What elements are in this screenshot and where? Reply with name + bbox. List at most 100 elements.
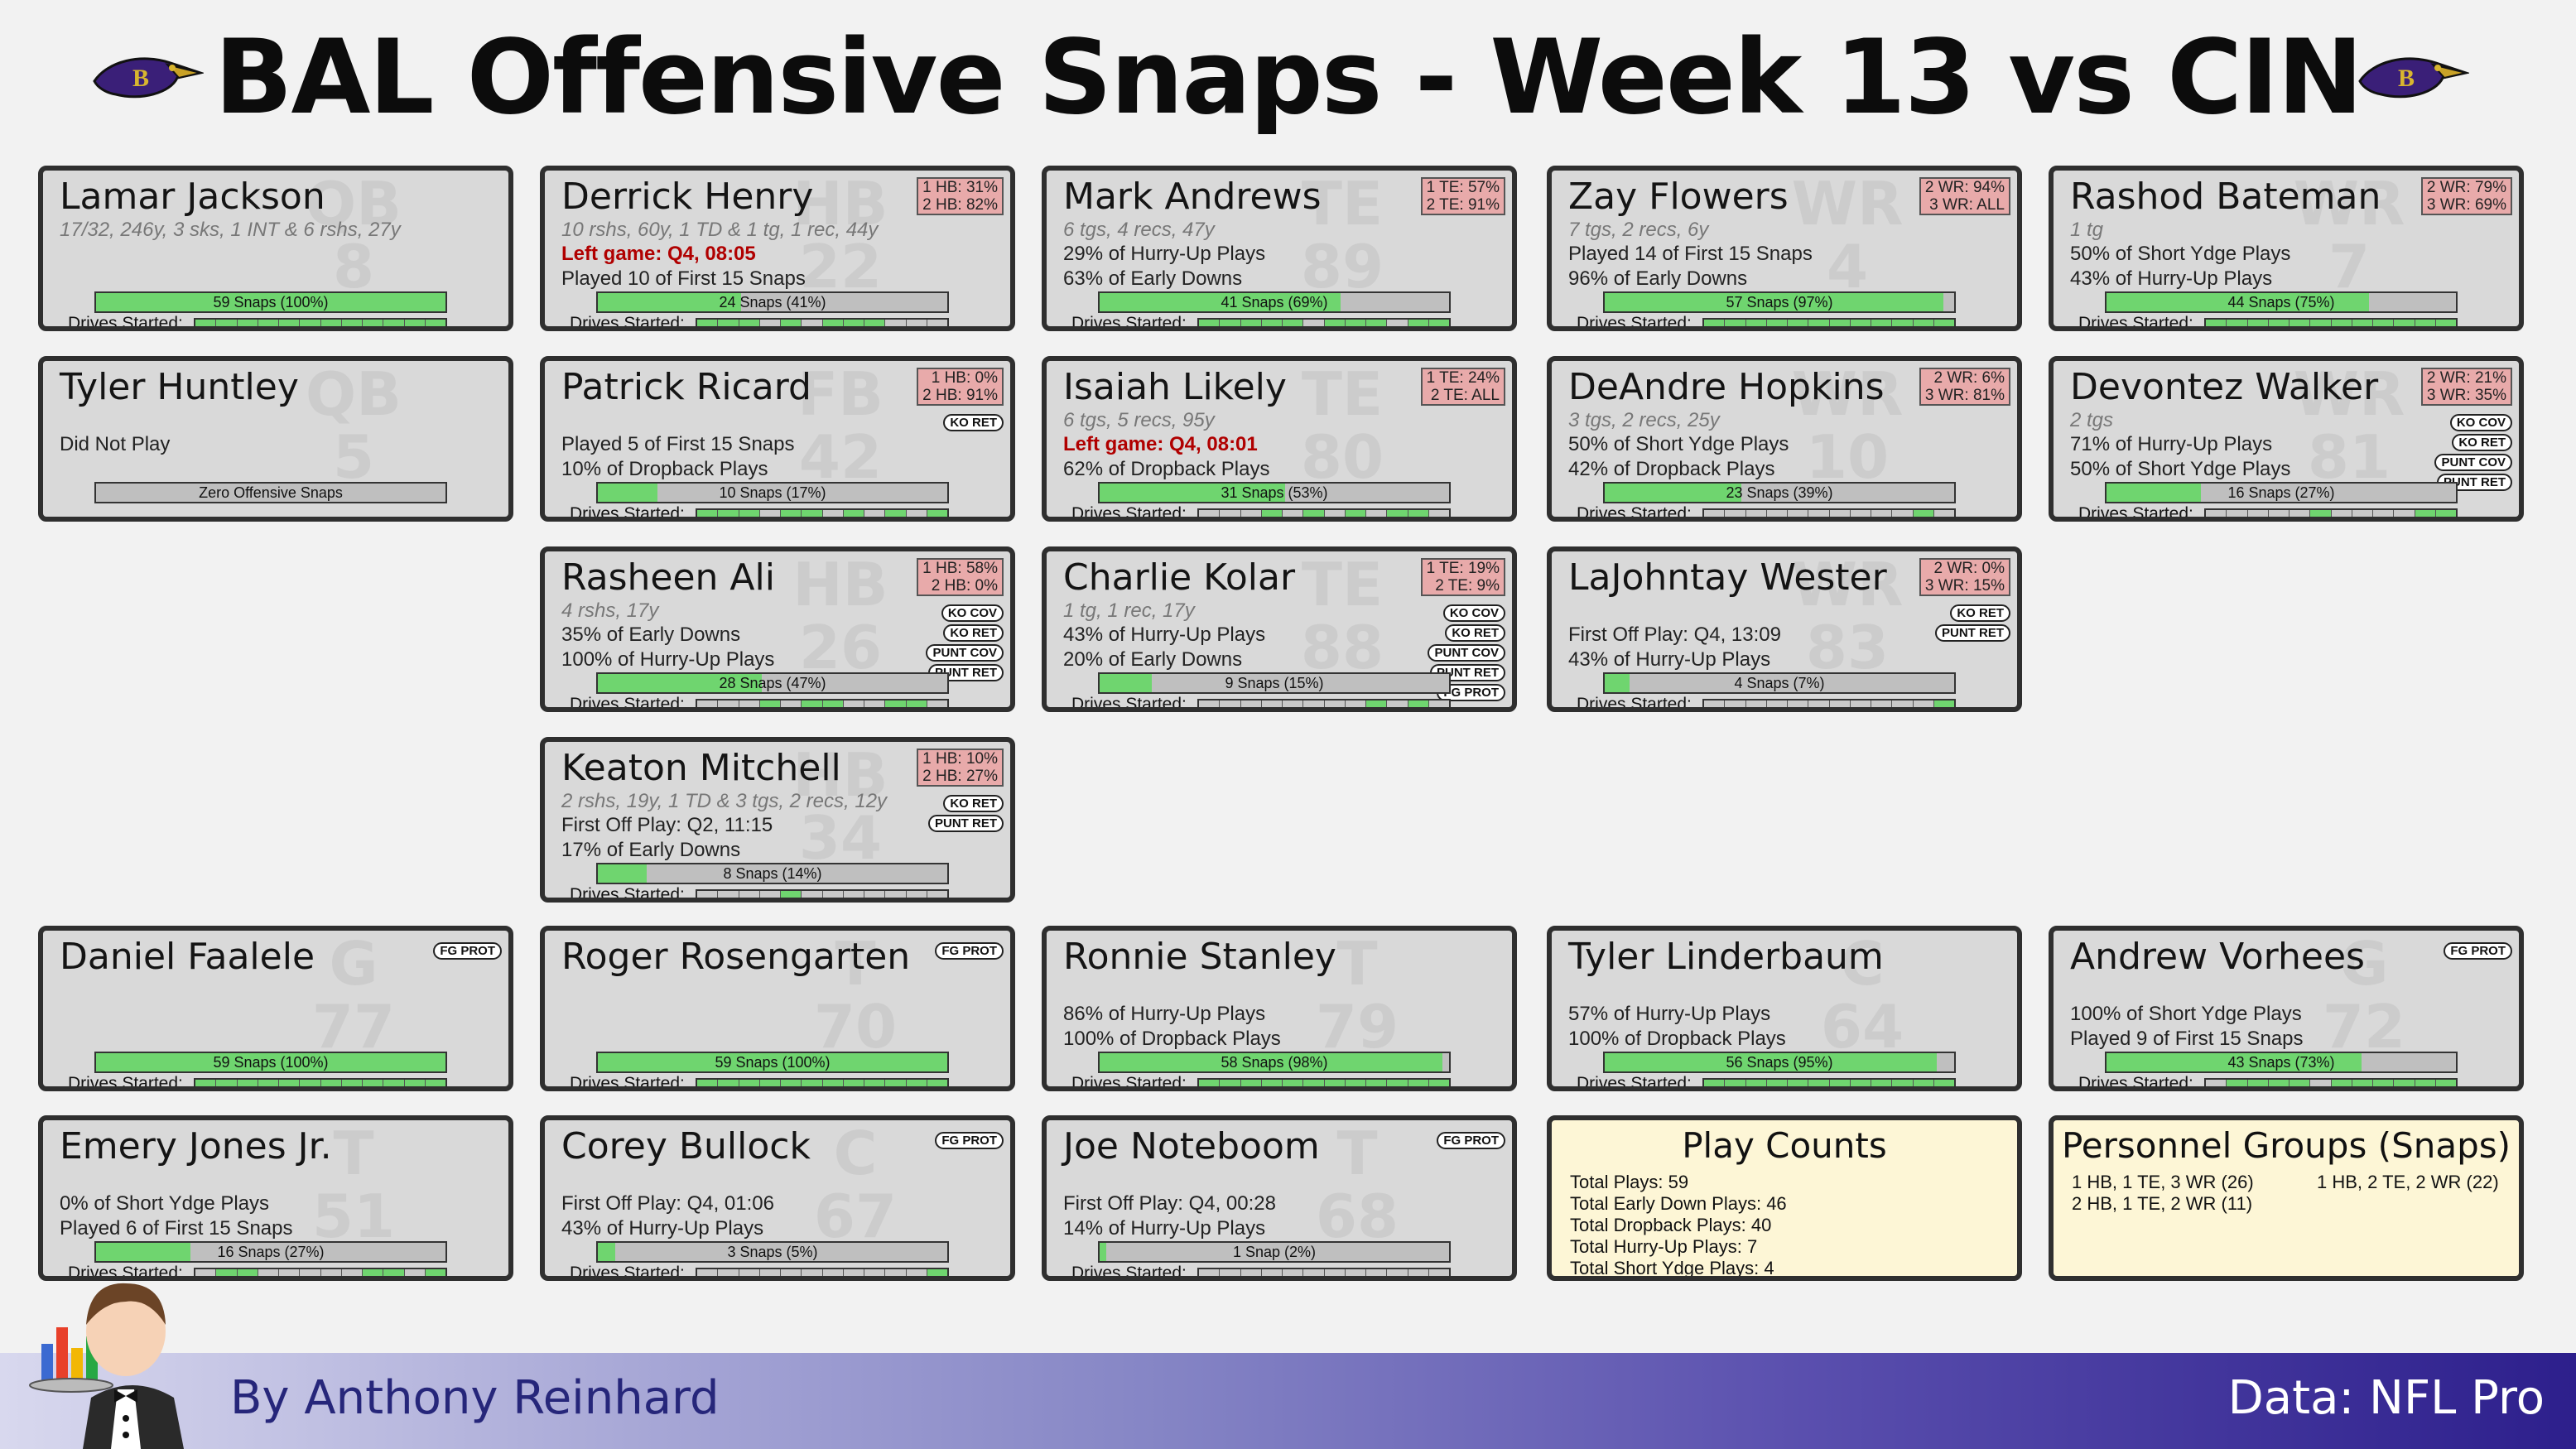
snap-bar: 9 Snaps (15%) xyxy=(1098,672,1451,694)
drive-segment xyxy=(927,1080,947,1086)
drive-segment xyxy=(1766,320,1788,326)
drive-segment xyxy=(1892,1080,1914,1086)
special-teams-badge: FG PROT xyxy=(1437,684,1505,701)
drive-segment xyxy=(718,891,739,898)
jersey-number: 83 xyxy=(1805,613,1890,682)
special-teams-badges: KO RET PUNT RET xyxy=(928,795,1004,832)
snap-bar-label: 4 Snaps (7%) xyxy=(1734,675,1825,691)
drive-segment xyxy=(2394,1080,2415,1086)
drive-segment xyxy=(1913,1080,1934,1086)
drive-segment xyxy=(1387,1080,1408,1086)
drive-segment xyxy=(759,891,781,898)
drive-segment xyxy=(864,1080,886,1086)
drives-bar xyxy=(1702,699,1956,707)
special-teams-badge: FG PROT xyxy=(935,942,1004,960)
drive-segment xyxy=(1261,1080,1283,1086)
personnel-pct-box: 2 WR: 6% 3 WR: 81% xyxy=(1919,368,2010,406)
drives-label: Drives Started: xyxy=(570,314,685,331)
position-watermark: WR 81 xyxy=(2270,363,2428,489)
player-card: G 77 Daniel Faalele FG PROT 59 Snaps (100%) D… xyxy=(38,926,513,1091)
drive-segment xyxy=(843,891,864,898)
usage-line: Played 9 of First 15 Snaps xyxy=(2070,1028,2304,1050)
personnel-line: 1 HB, 2 TE, 2 WR (22) xyxy=(2317,1172,2499,1192)
special-teams-badge: FG PROT xyxy=(935,1132,1004,1149)
drive-segment xyxy=(718,320,739,326)
drives-label: Drives Started: xyxy=(1071,1264,1187,1281)
drive-segment xyxy=(1303,510,1325,517)
drive-segment xyxy=(1745,320,1767,326)
drive-segment xyxy=(906,1269,927,1276)
drive-segment xyxy=(1725,1080,1746,1086)
drive-segment xyxy=(1892,320,1914,326)
drive-segment xyxy=(2352,1080,2373,1086)
drive-segment xyxy=(1829,1080,1851,1086)
drives-label: Drives Started: xyxy=(1071,314,1187,331)
drive-segment xyxy=(927,891,947,898)
drives-label: Drives Started: xyxy=(1577,695,1692,712)
drive-segment xyxy=(1366,510,1388,517)
drives-label: Drives Started: xyxy=(68,314,183,331)
drive-segment xyxy=(739,320,760,326)
drive-segment xyxy=(1199,700,1221,707)
drive-segment xyxy=(1788,320,1809,326)
drive-segment xyxy=(1766,510,1788,517)
drive-segment xyxy=(885,1080,907,1086)
drive-segment xyxy=(906,320,927,326)
drives-label: Drives Started: xyxy=(2078,314,2193,331)
drive-segment xyxy=(1808,700,1830,707)
usage-line: Played 14 of First 15 Snaps xyxy=(1568,243,1813,265)
drive-segment xyxy=(195,1080,217,1086)
special-teams-badge: KO COV xyxy=(941,604,1004,622)
drive-segment xyxy=(1725,700,1746,707)
drives-label: Drives Started: xyxy=(570,1074,685,1091)
play-counts-title: Play Counts xyxy=(1682,1125,1887,1166)
position-watermark: C 64 xyxy=(1784,932,1941,1058)
drive-segment xyxy=(822,1080,844,1086)
snap-bar-fill xyxy=(96,1243,190,1261)
drive-segment xyxy=(739,891,760,898)
drives-label: Drives Started: xyxy=(1071,695,1187,712)
player-name: Devontez Walker xyxy=(2070,366,2379,408)
snap-bar-fill xyxy=(1100,674,1153,692)
drive-segment xyxy=(864,891,886,898)
usage-line: 43% of Hurry-Up Plays xyxy=(2070,267,2273,290)
drive-segment xyxy=(1829,320,1851,326)
snap-bar: 59 Snaps (100%) xyxy=(94,1052,447,1073)
left-game-note: Left game: Q4, 08:05 xyxy=(561,243,756,265)
drive-segment xyxy=(1913,510,1934,517)
drive-segment xyxy=(759,510,781,517)
drives-label: Drives Started: xyxy=(1071,1074,1187,1091)
drive-segment xyxy=(1704,1080,1726,1086)
drive-segment xyxy=(1261,700,1283,707)
position-watermark: QB 8 xyxy=(275,172,432,298)
author-credit: By Anthony Reinhard xyxy=(230,1371,720,1425)
player-card: WR 83 LaJohntay Wester 2 WR: 0% 3 WR: 15% KO… xyxy=(1547,546,2022,712)
snap-bar-label: 59 Snaps (100%) xyxy=(715,1054,831,1071)
drive-segment xyxy=(1366,1080,1388,1086)
drive-segment xyxy=(1933,700,1954,707)
snap-bar-label: 9 Snaps (15%) xyxy=(1225,675,1324,691)
snap-bar-fill xyxy=(1100,1243,1107,1261)
drive-segment xyxy=(697,1080,719,1086)
drive-segment xyxy=(781,510,802,517)
special-teams-badge: KO RET xyxy=(943,414,1004,431)
drive-segment xyxy=(2268,320,2290,326)
position-label: T xyxy=(835,929,876,999)
special-teams-badge: KO COV xyxy=(1442,604,1505,622)
drive-segment xyxy=(1240,320,1262,326)
position-label: T xyxy=(333,1119,374,1188)
position-label: TE xyxy=(1301,550,1384,619)
snap-bar: 1 Snap (2%) xyxy=(1098,1241,1451,1263)
drive-segment xyxy=(2352,510,2373,517)
player-card: FB 42 Patrick Ricard 1 HB: 0% 2 HB: 91% KO R… xyxy=(540,356,1015,522)
drive-segment xyxy=(1240,510,1262,517)
position-watermark: HB 34 xyxy=(762,744,919,869)
drive-segment xyxy=(1220,320,1241,326)
position-label: G xyxy=(329,929,378,999)
usage-line: 43% of Hurry-Up Plays xyxy=(1568,648,1771,671)
jersey-number: 42 xyxy=(798,422,883,492)
drives-bar xyxy=(1197,508,1451,517)
drive-segment xyxy=(1745,700,1767,707)
jersey-number: 77 xyxy=(311,992,396,1061)
drive-segment xyxy=(843,1080,864,1086)
